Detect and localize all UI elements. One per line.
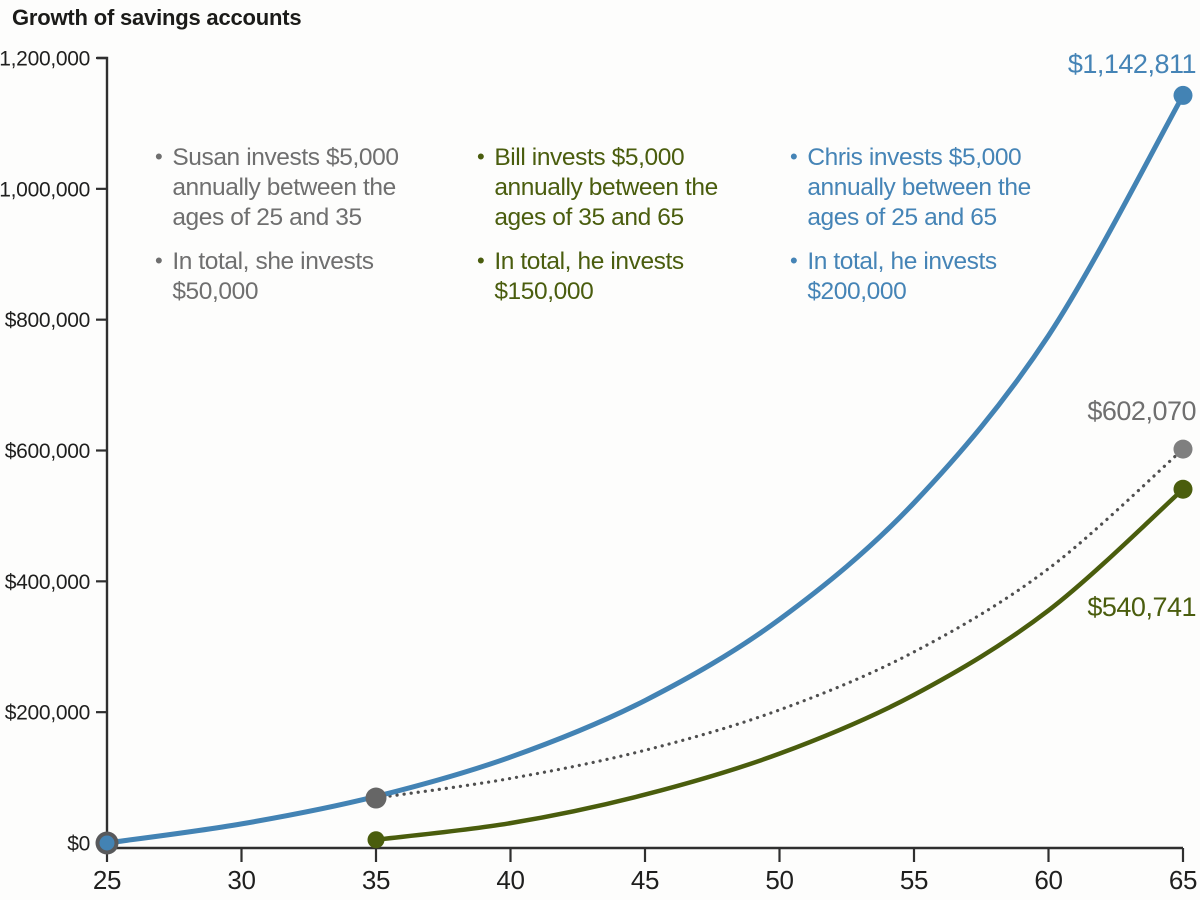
- x-tick-label: 35: [362, 865, 390, 895]
- chart-title: Growth of savings accounts: [12, 5, 302, 30]
- annotation-line: Bill invests $5,000: [494, 144, 685, 171]
- data-point-origin-chris: [99, 835, 115, 851]
- annotation-line: annually between the: [494, 174, 718, 201]
- data-point-bill-age65: [1173, 479, 1193, 499]
- annotation-line: In total, she invests: [172, 248, 374, 275]
- series-line-bill: [375, 487, 1185, 842]
- value-label-susan: $602,070: [1087, 396, 1196, 426]
- annotation-chris: • Chris invests $5,000 annually between …: [790, 143, 1070, 321]
- annotation-line: ages of 25 and 35: [172, 204, 362, 231]
- annotation-chris-bullet-2: • In total, he invests $200,000: [790, 247, 1070, 307]
- data-point-chris-age65: [1173, 85, 1193, 105]
- annotation-line: annually between the: [172, 174, 396, 201]
- series-line-susan: [374, 447, 1185, 800]
- y-tick-label: $0: [67, 833, 90, 856]
- data-point-susan-age35: [365, 787, 387, 809]
- x-tick-label: 65: [1169, 865, 1197, 895]
- bullet-icon: •: [477, 248, 485, 273]
- y-tick-label: $600,000: [5, 440, 90, 463]
- x-tick-label: 60: [1034, 865, 1062, 895]
- x-tick-label: 50: [765, 865, 793, 895]
- annotation-line: $50,000: [172, 278, 259, 305]
- annotation-susan-bullet-1: • Susan invests $5,000 annually between …: [155, 143, 435, 233]
- annotation-chris-bullet-1: • Chris invests $5,000 annually between …: [790, 143, 1070, 233]
- y-tick-label: $400,000: [5, 571, 90, 594]
- x-tick-label: 25: [93, 865, 121, 895]
- data-point-bill-age35: [367, 831, 385, 849]
- annotation-line: Susan invests $5,000: [172, 144, 399, 171]
- annotation-susan-bullet-2: • In total, she invests $50,000: [155, 247, 435, 307]
- annotation-bill: • Bill invests $5,000 annually between t…: [477, 143, 757, 321]
- annotation-line: $150,000: [494, 278, 594, 305]
- value-label-bill: $540,741: [1087, 592, 1196, 622]
- bullet-icon: •: [790, 248, 798, 273]
- annotation-line: annually between the: [807, 174, 1031, 201]
- bullet-icon: •: [477, 144, 485, 169]
- annotation-susan: • Susan invests $5,000 annually between …: [155, 143, 435, 321]
- bullet-icon: •: [155, 144, 163, 169]
- annotation-line: In total, he invests: [494, 248, 684, 275]
- x-tick-label: 55: [900, 865, 928, 895]
- annotation-bill-bullet-1: • Bill invests $5,000 annually between t…: [477, 143, 757, 233]
- series-line-chris: [106, 94, 1186, 846]
- x-tick-label: 45: [631, 865, 659, 895]
- x-tick-label: 40: [496, 865, 524, 895]
- annotation-line: $200,000: [807, 278, 907, 305]
- y-tick-label: $200,000: [5, 702, 90, 725]
- x-tick-label: 30: [227, 865, 255, 895]
- annotation-line: Chris invests $5,000: [807, 144, 1022, 171]
- annotation-line: ages of 25 and 65: [807, 204, 997, 231]
- bullet-icon: •: [155, 248, 163, 273]
- data-point-susan-age65: [1173, 439, 1193, 459]
- y-tick-label: $800,000: [5, 309, 90, 332]
- y-tick-label: $1,000,000: [0, 178, 90, 201]
- annotation-bill-bullet-2: • In total, he invests $150,000: [477, 247, 757, 307]
- y-tick-label: $1,200,000: [0, 48, 90, 71]
- value-label-chris: $1,142,811: [1067, 49, 1197, 79]
- bullet-icon: •: [790, 144, 798, 169]
- annotation-line: In total, he invests: [807, 248, 997, 275]
- annotation-line: ages of 35 and 65: [494, 204, 684, 231]
